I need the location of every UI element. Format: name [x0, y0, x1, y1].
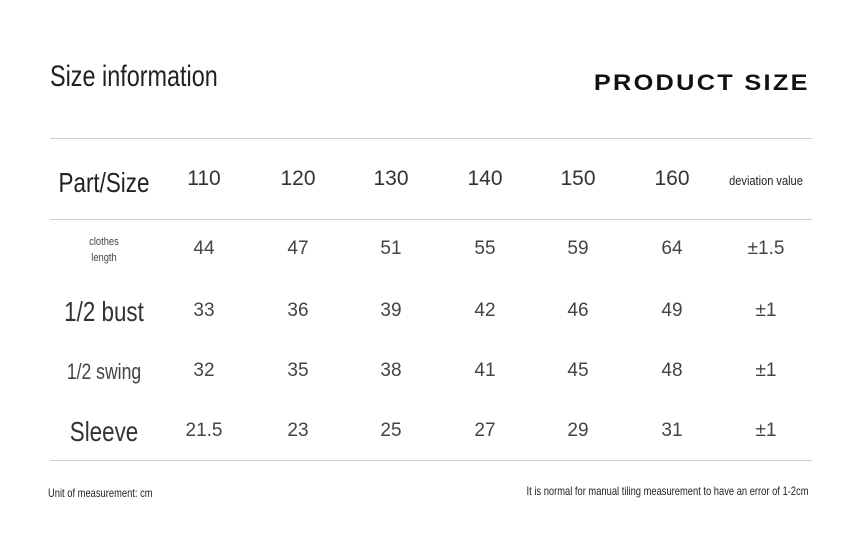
- cell: 42: [474, 300, 496, 321]
- cell: 41: [474, 360, 496, 381]
- brand: PRODUCT SIZE: [594, 70, 810, 95]
- cell: 39: [380, 300, 402, 321]
- cell: ±1.5: [747, 238, 785, 259]
- cell: ±1: [755, 420, 777, 441]
- cell: 38: [380, 360, 402, 381]
- cell: 45: [567, 360, 589, 381]
- cell: 51: [380, 238, 402, 259]
- cell: 36: [287, 300, 309, 321]
- title: Size information: [50, 60, 218, 93]
- row-label: 1/2 bust: [64, 296, 144, 327]
- cell: ±1: [755, 300, 777, 321]
- rule: [50, 460, 812, 461]
- cell: 59: [567, 238, 589, 259]
- cell: 64: [661, 238, 683, 259]
- cell: 35: [287, 360, 309, 381]
- cell: ±1: [755, 360, 777, 381]
- cell: 55: [474, 238, 496, 259]
- cell: 47: [287, 238, 309, 259]
- row-label: 1/2 swing: [66, 359, 142, 384]
- cell: 44: [193, 238, 215, 259]
- cell: 23: [287, 420, 309, 441]
- cell: 46: [567, 300, 589, 321]
- rule: [50, 138, 812, 139]
- cell: 31: [661, 420, 683, 441]
- unit-note: Unit of measurement: cm: [48, 486, 153, 500]
- cell: 25: [380, 420, 402, 441]
- cell: 32: [193, 360, 215, 381]
- header-cell: 120: [280, 167, 316, 190]
- cell: 48: [661, 360, 683, 381]
- row-label: clothes length: [89, 236, 119, 264]
- cell: 33: [193, 300, 215, 321]
- cell: 27: [474, 420, 496, 441]
- rule: [50, 219, 812, 220]
- header-cell: 130: [373, 167, 409, 190]
- cell: 21.5: [185, 420, 223, 441]
- error-note: It is normal for manual tiling measureme…: [526, 484, 808, 498]
- header-label: Part/Size: [58, 167, 150, 198]
- header-cell: 140: [467, 167, 503, 190]
- row-label: Sleeve: [69, 416, 139, 447]
- cell: 49: [661, 300, 683, 321]
- cell: 29: [567, 420, 589, 441]
- header-cell: 150: [560, 167, 596, 190]
- header-cell: 110: [187, 167, 221, 190]
- header-label: deviation value: [729, 172, 803, 188]
- header-cell: 160: [654, 167, 690, 190]
